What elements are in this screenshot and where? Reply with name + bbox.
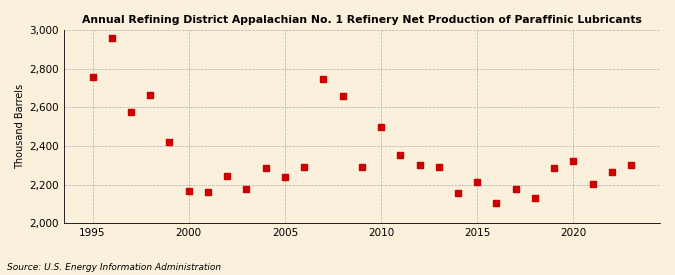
Point (184, 189, 194, 193)
Point (491, 201, 502, 205)
Point (626, 163, 637, 167)
Point (241, 187, 252, 191)
Point (107, 35, 117, 40)
Point (164, 140, 175, 144)
Point (126, 110, 136, 114)
Point (376, 124, 387, 129)
Point (510, 187, 521, 191)
Point (414, 163, 425, 167)
Point (433, 165, 444, 169)
Point (587, 181, 598, 186)
Point (222, 174, 233, 178)
Point (549, 166, 560, 170)
Text: Source: U.S. Energy Information Administration: Source: U.S. Energy Information Administ… (7, 263, 221, 272)
Point (472, 179, 483, 184)
Y-axis label: Thousand Barrels: Thousand Barrels (15, 84, 25, 169)
Point (395, 152, 406, 157)
Point (145, 92, 156, 97)
Point (299, 165, 310, 169)
Point (261, 166, 271, 170)
Point (279, 175, 290, 179)
Point (87, 75, 98, 79)
Point (530, 196, 541, 200)
Point (453, 191, 464, 196)
Point (607, 170, 618, 174)
Point (338, 94, 348, 98)
Point (356, 165, 367, 169)
Point (568, 159, 579, 164)
Point (318, 77, 329, 81)
Title: Annual Refining District Appalachian No. 1 Refinery Net Production of Paraffinic: Annual Refining District Appalachian No.… (82, 15, 642, 25)
Point (202, 190, 213, 194)
